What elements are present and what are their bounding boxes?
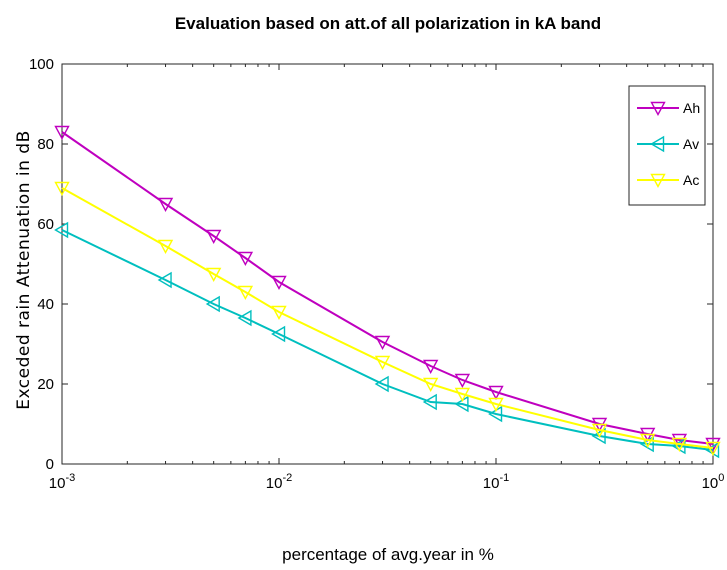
x-tick-base: 10 — [49, 475, 66, 492]
data-point — [422, 393, 437, 411]
legend: Ah Av Ac — [628, 85, 706, 206]
data-point — [423, 359, 439, 374]
data-point — [157, 239, 174, 254]
data-point — [271, 305, 287, 320]
data-point — [237, 309, 252, 327]
y-tick-label: 100 — [29, 56, 54, 73]
y-tick-label: 20 — [37, 376, 54, 393]
data-point — [591, 427, 606, 445]
data-point — [271, 275, 287, 290]
legend-item-ah: Ah — [637, 100, 700, 116]
plot-area — [61, 63, 714, 465]
data-point — [671, 437, 688, 452]
legend-label: Av — [683, 136, 699, 152]
y-tick-label: 0 — [46, 456, 54, 473]
series-line-ac — [61, 187, 714, 449]
data-point — [157, 197, 174, 212]
x-tick-label: 10-3 — [49, 472, 75, 492]
x-tick-base: 10 — [266, 475, 283, 492]
x-tick-base: 10 — [702, 475, 719, 492]
data-point — [237, 285, 254, 300]
y-tick-label: 60 — [37, 216, 54, 233]
legend-item-av: Av — [637, 135, 699, 153]
data-point — [206, 267, 222, 282]
series-ac — [54, 181, 721, 456]
y-tick-label: 40 — [37, 296, 54, 313]
legend-box — [628, 85, 706, 206]
chart-title: Evaluation based on att.of all polarizat… — [175, 14, 601, 33]
plot-frame — [61, 63, 714, 465]
data-point — [488, 385, 504, 400]
data-point — [423, 377, 439, 392]
y-axis-label: Exceded rain Attenuation in dB — [14, 130, 34, 409]
legend-label: Ac — [683, 172, 699, 188]
data-point — [237, 251, 254, 266]
series-av — [54, 221, 720, 459]
data-point — [705, 441, 721, 456]
x-tick-label: 10-1 — [483, 472, 509, 492]
legend-marker — [650, 173, 666, 188]
y-tick-label: 80 — [37, 136, 54, 153]
data-point — [591, 423, 608, 438]
x-axis-label: percentage of avg.year in % — [282, 545, 494, 564]
data-point — [454, 387, 471, 402]
legend-item-ac: Ac — [637, 172, 699, 188]
x-tick-label: 10-2 — [266, 472, 292, 492]
legend-marker — [650, 101, 666, 116]
data-point — [374, 335, 391, 350]
x-tick-exponent: -2 — [282, 472, 292, 484]
data-point — [374, 355, 391, 370]
data-point — [374, 375, 389, 393]
data-point — [157, 271, 172, 289]
legend-marker — [650, 135, 665, 153]
x-tick-exponent: -1 — [499, 472, 509, 484]
x-tick-label: 100 — [702, 472, 725, 492]
series-group — [54, 125, 721, 459]
data-point — [54, 181, 70, 196]
data-point — [454, 373, 471, 388]
data-point — [640, 433, 656, 448]
data-point — [205, 295, 220, 313]
series-line-av — [61, 229, 714, 451]
x-tick-exponent: 0 — [718, 472, 724, 484]
data-point — [54, 125, 70, 140]
data-point — [206, 229, 222, 244]
data-point — [54, 221, 69, 239]
data-point — [488, 397, 504, 412]
legend-label: Ah — [683, 100, 700, 116]
data-point — [271, 325, 286, 343]
x-tick-base: 10 — [483, 475, 500, 492]
x-tick-exponent: -3 — [65, 472, 75, 484]
